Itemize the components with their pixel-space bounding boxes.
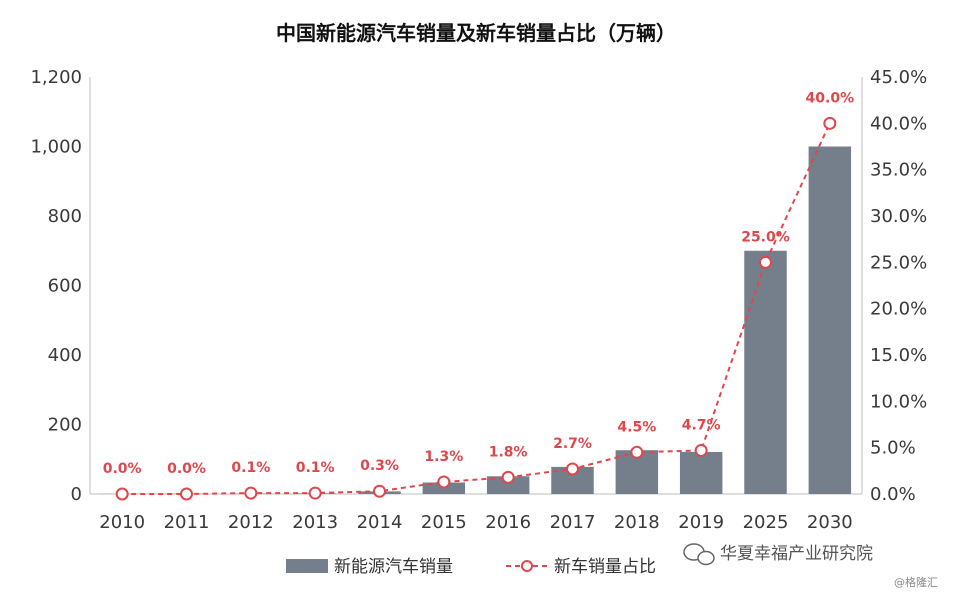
line-point — [566, 462, 579, 476]
right-tick-label: 40.0% — [870, 113, 927, 134]
legend: 新能源汽车销量 新车销量占比 — [286, 557, 656, 577]
x-axis-ticks: 2010 2011 2012 2013 2014 2015 2016 2017 2018 2019… — [99, 512, 852, 533]
x-tick-label: 2014 — [357, 512, 403, 533]
line-point — [694, 443, 708, 457]
line-data-label: 4.7% — [682, 417, 721, 433]
left-tick-label: 600 — [48, 276, 82, 297]
watermark: 华夏幸福产业研究院 @格隆汇 — [683, 543, 938, 589]
line-point — [244, 486, 258, 500]
line-point — [180, 487, 193, 501]
bar — [744, 250, 787, 494]
line-data-label: 0.1% — [296, 460, 335, 476]
right-tick-label: 30.0% — [870, 206, 927, 227]
line-data-label: 4.5% — [617, 419, 656, 435]
bar-series — [100, 146, 852, 494]
right-tick-label: 20.0% — [870, 299, 927, 320]
x-tick-label: 2015 — [421, 512, 467, 533]
axes — [89, 77, 863, 495]
line-data-label: 0.1% — [231, 460, 270, 476]
line-point — [630, 445, 644, 459]
wechat-icon — [683, 543, 715, 566]
line-path — [122, 122, 831, 495]
right-tick-label: 10.0% — [870, 391, 927, 412]
left-tick-label: 400 — [48, 345, 82, 366]
line-point — [308, 486, 322, 500]
line-data-label: 0.3% — [360, 458, 399, 474]
x-tick-label: 2011 — [164, 512, 210, 533]
line-data-labels: 0.0% 0.0% 0.1% 0.1% 0.3% 1.3% 1.8% 2.7% 4.5% 4.7%… — [103, 90, 854, 477]
x-tick-label: 2018 — [614, 512, 660, 533]
line-point — [823, 116, 837, 130]
left-tick-label: 0 — [71, 484, 82, 505]
right-tick-label: 5.0% — [870, 438, 916, 459]
x-tick-label: 2016 — [485, 512, 531, 533]
line-data-label: 0.0% — [103, 461, 142, 477]
left-tick-label: 1,000 — [30, 137, 82, 158]
x-tick-label: 2017 — [550, 512, 596, 533]
line-point — [759, 255, 772, 269]
line-data-label: 25.0% — [741, 229, 790, 245]
x-tick-label: 2013 — [292, 512, 338, 533]
chart-title: 中国新能源汽车销量及新车销量占比（万辆） — [276, 21, 676, 45]
line-point — [437, 475, 451, 489]
bar — [486, 476, 530, 494]
watermark-source: @格隆汇 — [894, 575, 938, 589]
right-tick-label: 15.0% — [870, 345, 927, 366]
right-tick-label: 45.0% — [870, 67, 927, 88]
line-data-label: 1.8% — [489, 444, 528, 460]
x-tick-label: 2030 — [807, 512, 853, 533]
watermark-text: 华夏幸福产业研究院 — [720, 544, 873, 564]
line-data-label: 40.0% — [806, 90, 855, 106]
x-tick-label: 2025 — [743, 512, 789, 533]
legend-bar-swatch — [286, 559, 328, 573]
right-tick-label: 35.0% — [870, 160, 927, 181]
right-tick-label: 0.0% — [870, 484, 916, 505]
line-data-label: 2.7% — [553, 436, 592, 452]
line-series — [115, 116, 837, 501]
x-tick-label: 2010 — [99, 512, 145, 533]
x-tick-label: 2012 — [228, 512, 274, 533]
right-tick-label: 25.0% — [870, 252, 927, 273]
bar — [679, 451, 723, 494]
legend-line-marker — [521, 560, 533, 572]
right-axis-ticks: 0.0% 5.0% 10.0% 15.0% 20.0% 25.0% 30.0% 35.0% 40… — [870, 67, 927, 505]
left-tick-label: 800 — [48, 206, 82, 227]
line-data-label: 0.0% — [167, 461, 206, 477]
line-point — [373, 484, 386, 498]
left-tick-label: 200 — [48, 415, 82, 436]
line-data-label: 1.3% — [424, 449, 463, 465]
left-tick-label: 1,200 — [30, 67, 82, 88]
left-axis-ticks: 0 200 400 600 800 1,000 1,200 — [30, 67, 82, 505]
legend-bar-label: 新能源汽车销量 — [334, 557, 453, 577]
bar — [808, 146, 852, 494]
x-tick-label: 2019 — [678, 512, 724, 533]
line-point — [115, 487, 129, 501]
legend-line-label: 新车销量占比 — [554, 557, 656, 577]
line-point — [501, 470, 515, 484]
